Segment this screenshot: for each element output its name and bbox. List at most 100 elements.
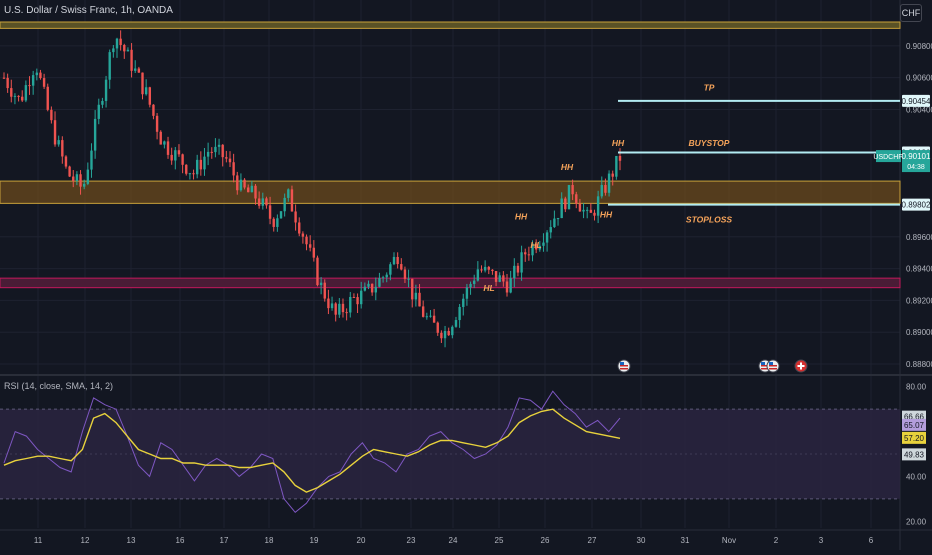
candle-body: [487, 266, 490, 270]
candle-body: [97, 104, 100, 119]
candle-body: [618, 155, 622, 161]
candle-body: [473, 280, 476, 284]
candle-body: [363, 286, 367, 291]
candle-body: [589, 209, 593, 213]
candle-body: [451, 326, 454, 336]
candle-body: [82, 183, 86, 187]
candle-body: [119, 38, 122, 45]
candle-body: [126, 49, 130, 52]
time-tick-label: 24: [449, 536, 458, 545]
candle-body: [61, 140, 64, 157]
candle-body: [28, 85, 31, 87]
candle-body: [509, 278, 512, 293]
candle-body: [298, 222, 301, 234]
candle-body: [75, 174, 79, 181]
candle-body: [210, 151, 213, 153]
candle-body: [195, 159, 199, 175]
annotation-label: HH: [600, 210, 613, 220]
candle-body: [214, 146, 217, 153]
candle-body: [564, 198, 567, 210]
candle-body: [308, 244, 312, 248]
candle-body: [217, 144, 221, 147]
candle-body: [236, 175, 239, 191]
candle-body: [312, 247, 316, 258]
candle-body: [239, 179, 243, 191]
candle-body: [144, 87, 148, 95]
time-tick-label: 27: [588, 536, 597, 545]
currency-button[interactable]: CHF: [900, 4, 922, 22]
candle-body: [407, 278, 410, 280]
candle-body: [425, 316, 429, 318]
orange-zone: [0, 180, 901, 204]
tp-price-label-bg: [902, 94, 930, 107]
time-tick-label: 19: [310, 536, 319, 545]
candle-body: [221, 144, 224, 158]
candle-body: [469, 283, 472, 288]
candle-body: [261, 198, 264, 206]
candle-body: [498, 275, 501, 282]
candle-body: [494, 271, 498, 282]
candle-body: [345, 312, 348, 314]
annotation-label: BUYSTOP: [689, 138, 730, 148]
candle-body: [607, 173, 611, 193]
candle-body: [567, 185, 571, 210]
candle-body: [615, 155, 618, 177]
candle-body: [502, 275, 505, 282]
candle-body: [491, 269, 494, 272]
candle-body: [330, 303, 334, 309]
symbol-tag: USDCHF: [873, 154, 902, 161]
candle-body: [206, 151, 210, 157]
candle-body: [152, 104, 155, 116]
candle-body: [349, 296, 352, 313]
pink-zone: [0, 277, 901, 289]
annotation-label: HH: [612, 138, 625, 148]
candle-body: [429, 315, 432, 317]
candle-body: [483, 266, 487, 271]
candle-body: [505, 281, 509, 293]
countdown-label: 04:38: [907, 164, 925, 171]
candle-body: [338, 303, 341, 315]
time-tick-label: 6: [869, 536, 874, 545]
candle-body: [13, 95, 17, 97]
candle-body: [283, 197, 286, 212]
candle-body: [53, 120, 57, 145]
annotation-label: HL: [483, 283, 494, 293]
candle-body: [400, 264, 403, 270]
candle-body: [130, 49, 133, 71]
candle-body: [199, 159, 203, 170]
candle-body: [385, 274, 388, 278]
candle-body: [243, 179, 246, 188]
candle-body: [185, 164, 188, 174]
candle-body: [542, 242, 545, 246]
candle-body: [159, 131, 162, 145]
candle-body: [177, 150, 181, 155]
annotation-label: TP: [704, 82, 715, 92]
rsi-title[interactable]: RSI (14, close, SMA, 14, 2): [4, 381, 114, 391]
candle-body: [86, 169, 90, 184]
candle-body: [21, 96, 24, 101]
candle-body: [254, 185, 257, 199]
candle-body: [323, 282, 326, 299]
annotation-label: HH: [515, 211, 528, 221]
candle-body: [163, 141, 166, 145]
time-tick-label: Nov: [722, 536, 736, 545]
rsi-line: [3, 390, 621, 513]
candle-body: [290, 189, 294, 212]
candle-body: [10, 88, 13, 97]
annotation-label: HH: [561, 162, 574, 172]
symbol-title[interactable]: U.S. Dollar / Swiss Franc, 1h, OANDA: [4, 5, 173, 16]
candle-body: [418, 292, 421, 307]
candle-body: [90, 150, 93, 170]
candle-body: [108, 52, 111, 80]
rsi-lower-label-bg: [902, 448, 926, 461]
candle-body: [531, 243, 534, 256]
candle-body: [203, 156, 206, 170]
candle-body: [166, 141, 170, 155]
last-price-bg: [902, 150, 930, 173]
candle-body: [247, 187, 250, 193]
candle-body: [403, 269, 407, 279]
candle-body: [378, 278, 381, 287]
candle-body: [6, 77, 9, 89]
